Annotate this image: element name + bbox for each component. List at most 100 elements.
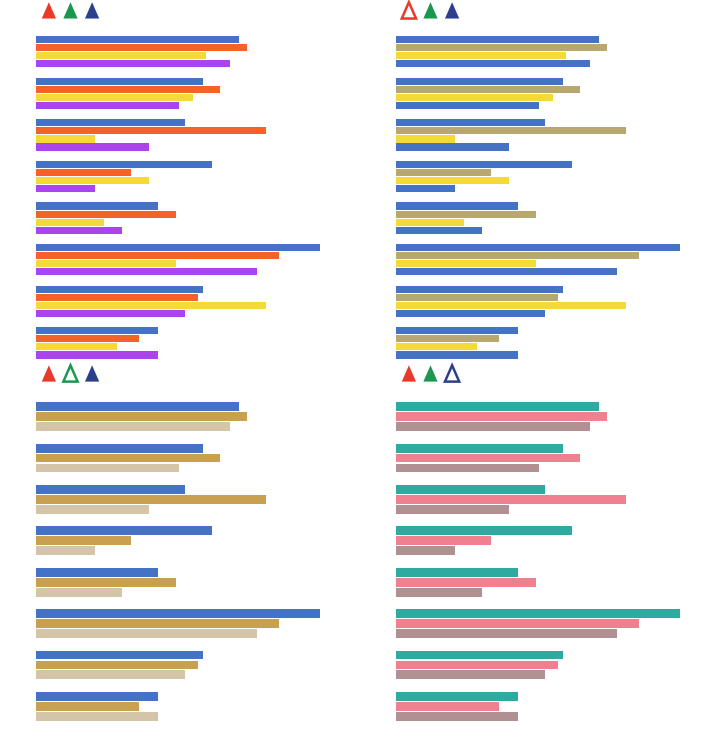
Bar	[36, 94, 193, 101]
Bar	[36, 202, 158, 210]
Bar	[396, 144, 510, 150]
Bar	[396, 119, 544, 127]
Bar	[36, 464, 179, 473]
Bar	[396, 568, 518, 576]
Bar	[36, 453, 220, 462]
Bar	[396, 78, 563, 84]
Bar	[396, 185, 456, 192]
Bar	[396, 629, 618, 638]
Bar	[396, 127, 626, 134]
Bar	[396, 671, 544, 679]
Bar	[36, 285, 204, 293]
Bar	[396, 444, 563, 453]
Bar	[396, 343, 477, 350]
Bar	[36, 60, 230, 67]
Bar	[36, 102, 179, 109]
Bar	[36, 119, 184, 127]
Bar	[36, 127, 266, 134]
Bar	[396, 526, 572, 535]
Bar	[36, 328, 158, 334]
Bar	[396, 202, 518, 210]
Bar	[36, 651, 204, 659]
Bar	[36, 444, 204, 453]
Bar	[36, 52, 206, 59]
Bar	[36, 44, 246, 51]
Bar	[396, 252, 639, 259]
Bar	[36, 260, 176, 268]
Bar	[396, 52, 566, 59]
Bar	[396, 86, 580, 93]
Bar	[396, 310, 544, 317]
Bar	[396, 293, 558, 301]
Bar	[36, 227, 122, 233]
Bar	[36, 310, 184, 317]
Bar	[36, 712, 158, 720]
Bar	[396, 161, 572, 168]
Bar	[36, 293, 198, 301]
Bar	[36, 629, 258, 638]
Bar	[36, 660, 198, 669]
Bar	[396, 712, 518, 720]
Bar	[36, 402, 238, 411]
Bar	[36, 86, 220, 93]
Bar	[36, 343, 117, 350]
Bar	[396, 495, 626, 504]
Bar	[36, 177, 150, 184]
Bar	[396, 546, 456, 555]
Bar	[36, 252, 279, 259]
Bar	[396, 60, 590, 67]
Bar	[396, 453, 580, 462]
Bar	[36, 185, 95, 192]
Bar	[396, 244, 680, 251]
Bar	[396, 588, 482, 597]
Bar	[36, 36, 238, 43]
Bar	[36, 526, 212, 535]
Bar	[36, 244, 320, 251]
Bar	[36, 336, 138, 342]
Bar	[396, 136, 456, 142]
Bar	[36, 495, 266, 504]
Bar	[396, 169, 490, 176]
Bar	[396, 578, 536, 587]
Bar	[396, 336, 498, 342]
Bar	[396, 422, 590, 431]
Bar	[396, 94, 553, 101]
Bar	[396, 44, 606, 51]
Bar	[396, 36, 598, 43]
Bar	[36, 578, 176, 587]
Bar	[36, 219, 104, 226]
Bar	[396, 660, 558, 669]
Bar	[396, 302, 626, 309]
Bar	[396, 485, 544, 494]
Bar	[36, 671, 184, 679]
Bar	[36, 169, 130, 176]
Bar	[36, 161, 212, 168]
Bar	[36, 78, 204, 84]
Bar	[36, 268, 258, 276]
Bar	[36, 568, 158, 576]
Bar	[396, 505, 510, 514]
Bar	[36, 485, 184, 494]
Bar	[396, 464, 539, 473]
Bar	[396, 268, 618, 276]
Bar	[396, 351, 518, 359]
Bar	[396, 177, 510, 184]
Bar	[36, 136, 95, 142]
Bar	[396, 285, 563, 293]
Bar	[36, 422, 230, 431]
Bar	[36, 210, 176, 218]
Bar	[36, 546, 95, 555]
Bar	[36, 536, 130, 545]
Bar	[396, 227, 482, 233]
Bar	[36, 302, 266, 309]
Bar	[36, 609, 320, 618]
Bar	[36, 619, 279, 628]
Bar	[396, 102, 539, 109]
Bar	[396, 619, 639, 628]
Bar	[36, 144, 150, 150]
Bar	[36, 692, 158, 701]
Bar	[396, 210, 536, 218]
Bar	[36, 412, 246, 421]
Bar	[396, 328, 518, 334]
Bar	[396, 402, 598, 411]
